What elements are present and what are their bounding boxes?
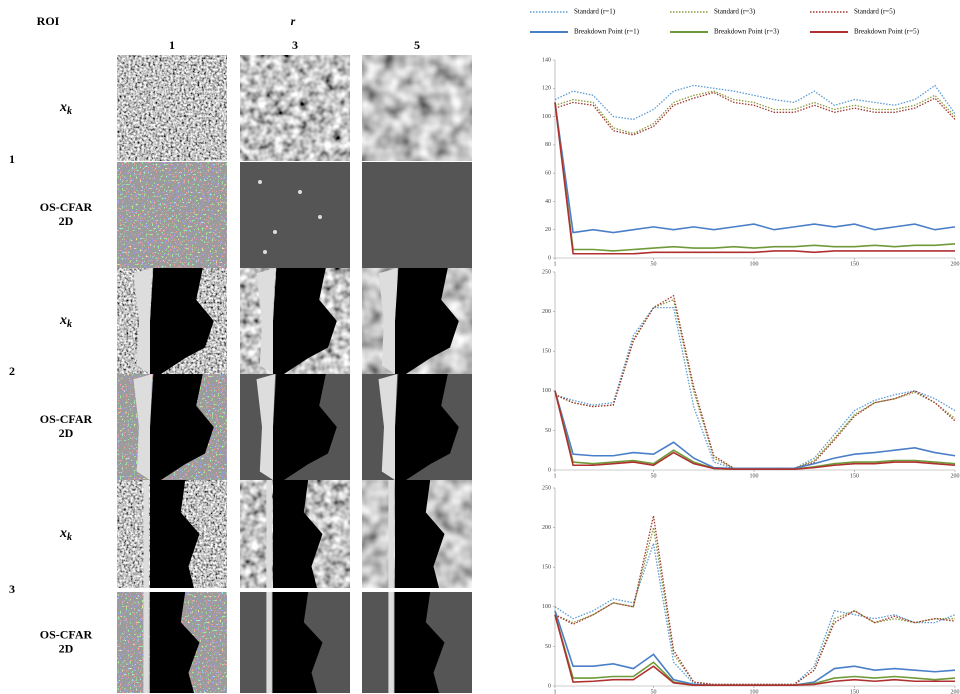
detection-speck [298,190,302,194]
x-tick-label: 50 [650,473,656,479]
series-line [555,615,955,685]
bright-strip [266,480,272,588]
y-tick-label: 150 [542,565,551,571]
legend-label: Breakdown Point (r=3) [714,28,780,36]
row-label: 2D [59,214,74,228]
legend-label: Standard (r=3) [714,8,756,16]
roi-label: 1 [9,152,15,166]
x-tick-label: 1 [554,689,557,694]
series-line [555,611,955,685]
y-tick-label: 100 [542,388,551,394]
series-line [555,543,955,684]
y-tick-label: 100 [542,114,551,120]
roi-image [240,55,350,161]
series-line [555,615,955,685]
detection-speck [258,180,262,184]
bright-strip [388,592,394,693]
roi-header: ROI [37,14,60,28]
row-label-base: x [59,100,67,115]
x-tick-label: 1 [554,261,557,267]
y-tick-label: 100 [542,604,551,610]
legend-label: Standard (r=5) [854,8,896,16]
y-tick-label: 120 [542,86,551,92]
detection-image [362,162,472,268]
y-tick-label: 140 [542,57,551,63]
y-tick-label: 250 [542,485,551,491]
row-label: 2D [59,426,74,440]
x-tick-label: 100 [749,689,758,694]
legend-label: Standard (r=1) [574,8,616,16]
series-line [555,91,955,133]
row-label: xk [59,313,72,330]
row-label: OS-CFAR [40,627,93,641]
y-tick-label: 150 [542,349,551,355]
series-line [555,391,955,469]
detection-speck [318,215,322,219]
x-tick-label: 150 [850,473,859,479]
row-label: OS-CFAR [40,200,93,214]
y-tick-label: 0 [548,683,551,689]
y-tick-label: 250 [542,269,551,275]
row-label-sub: k [67,106,72,117]
column-label: 3 [292,38,298,52]
roi-image [362,55,472,161]
bright-strip [143,480,149,588]
detection-image [117,162,227,268]
series-line [555,102,955,251]
row-label-sub: k [67,319,72,330]
bright-strip [266,592,272,693]
series-line [555,516,955,685]
x-tick-label: 1 [554,473,557,479]
detection-image [240,162,350,268]
x-tick-label: 150 [850,689,859,694]
roi-label: 3 [9,582,15,596]
x-tick-label: 50 [650,261,656,267]
y-tick-label: 0 [548,467,551,473]
detection-speck [263,250,267,254]
column-label: 5 [414,38,420,52]
figure: ROI r 1351xkOS-CFAR2D2xkOS-CFAR2D3xkOS-C… [0,0,960,694]
series-line [555,93,955,135]
row-label-base: x [59,526,67,541]
row-label-sub: k [67,532,72,543]
detection-speck [273,230,277,234]
bright-strip [388,480,394,588]
roi-label: 2 [9,364,15,378]
r-header: r [291,14,296,28]
row-label-base: x [59,313,67,328]
roi-image [117,55,227,161]
x-tick-label: 100 [749,261,758,267]
row-label: xk [59,100,72,117]
y-tick-label: 40 [545,199,551,205]
x-tick-label: 50 [650,689,656,694]
series-line [555,102,955,253]
x-tick-label: 200 [951,689,960,694]
y-tick-label: 200 [542,309,551,315]
series-line [555,296,955,469]
y-tick-label: 0 [548,255,551,261]
x-tick-label: 200 [951,473,960,479]
y-tick-label: 80 [545,142,551,148]
row-label: OS-CFAR [40,412,93,426]
row-label: 2D [59,641,74,655]
y-tick-label: 60 [545,171,551,177]
series-line [555,391,955,469]
y-tick-label: 200 [542,525,551,531]
y-tick-label: 20 [545,227,551,233]
y-tick-label: 50 [545,428,551,434]
series-line [555,102,955,232]
bright-strip [143,592,149,693]
column-label: 1 [169,38,175,52]
series-line [555,528,955,685]
row-label: xk [59,526,72,543]
y-tick-label: 50 [545,644,551,650]
x-tick-label: 100 [749,473,758,479]
series-line [555,391,955,469]
legend-label: Breakdown Point (r=5) [854,28,920,36]
legend-label: Breakdown Point (r=1) [574,28,640,36]
series-line [555,308,955,469]
series-line [555,300,955,469]
x-tick-label: 200 [951,261,960,267]
x-tick-label: 150 [850,261,859,267]
